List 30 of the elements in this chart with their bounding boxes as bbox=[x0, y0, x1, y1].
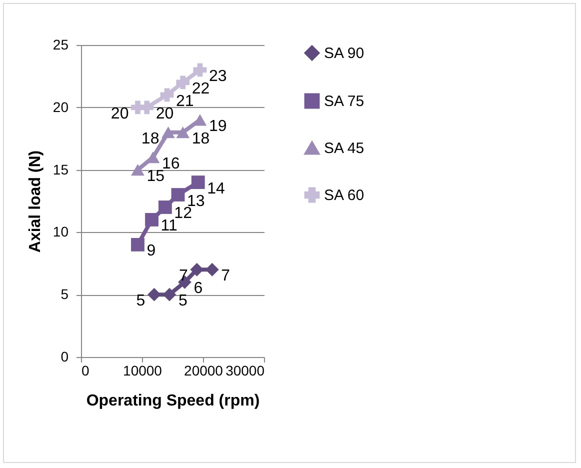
y-tick-label: 20 bbox=[52, 98, 69, 115]
legend-label: SA 60 bbox=[324, 187, 364, 204]
y-tick-label: 15 bbox=[52, 161, 69, 178]
data-label: 19 bbox=[208, 118, 227, 135]
data-label: 14 bbox=[207, 180, 226, 198]
data-label: 6 bbox=[194, 280, 203, 298]
data-label: 18 bbox=[141, 130, 160, 148]
data-label: 22 bbox=[192, 80, 210, 98]
y-tick-label: 5 bbox=[60, 286, 69, 302]
data-label: 9 bbox=[146, 242, 156, 260]
x-tick-label: 0 bbox=[82, 362, 90, 378]
data-label: 5 bbox=[178, 292, 188, 310]
x-tick-label: 20000 bbox=[184, 362, 224, 378]
y-tick-label: 0 bbox=[60, 348, 69, 364]
legend-label: SA 90 bbox=[324, 45, 364, 62]
data-label: 21 bbox=[176, 92, 194, 110]
data-label: 20 bbox=[110, 105, 129, 122]
data-label: 7 bbox=[221, 268, 230, 285]
data-label: 5 bbox=[136, 292, 146, 310]
x-tick-label: 30000 bbox=[226, 362, 265, 378]
data-label: 23 bbox=[208, 68, 227, 85]
x-axis-title: Operating Speed (rpm) bbox=[86, 392, 260, 410]
y-tick-label: 10 bbox=[52, 224, 69, 240]
legend-label: SA 75 bbox=[324, 93, 364, 110]
legend-label: SA 45 bbox=[324, 140, 364, 157]
data-label: 18 bbox=[192, 130, 210, 148]
y-axis-title: Axial load (N) bbox=[26, 150, 44, 253]
data-label: 20 bbox=[156, 105, 174, 122]
y-tick-label: 25 bbox=[52, 36, 69, 52]
x-tick-label: 10000 bbox=[123, 362, 162, 378]
